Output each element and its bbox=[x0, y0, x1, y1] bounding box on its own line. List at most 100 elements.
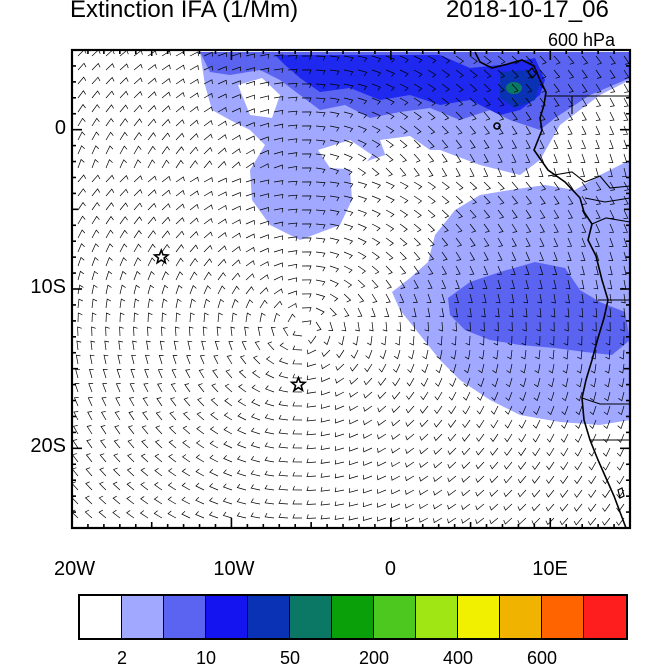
wind-barb bbox=[385, 153, 394, 163]
wind-barb bbox=[250, 470, 261, 477]
wind-barb bbox=[238, 369, 247, 379]
wind-barb bbox=[245, 108, 255, 114]
wind-barb bbox=[89, 354, 95, 365]
wind-barb bbox=[550, 307, 556, 318]
wind-barb bbox=[278, 372, 289, 379]
wind-barb bbox=[77, 174, 87, 183]
wind-barb bbox=[147, 271, 155, 281]
wind-barb bbox=[315, 97, 326, 103]
plot-datetime: 2018-10-17_06 bbox=[446, 0, 609, 23]
wind-barb bbox=[88, 383, 94, 393]
wind-barb bbox=[72, 425, 79, 435]
wind-barb bbox=[385, 111, 395, 120]
wind-barb bbox=[545, 503, 555, 512]
wind-barb bbox=[133, 131, 142, 141]
wind-barb bbox=[469, 195, 478, 205]
wind-barbs bbox=[72, 50, 630, 526]
wind-barb bbox=[77, 117, 86, 127]
wind-barb bbox=[455, 279, 460, 289]
wind-barb bbox=[581, 139, 587, 149]
wind-barb bbox=[581, 223, 587, 233]
wind-barb bbox=[105, 90, 115, 99]
wind-barb bbox=[139, 510, 149, 519]
wind-barb bbox=[259, 163, 269, 169]
island bbox=[493, 122, 501, 130]
wind-barb bbox=[225, 369, 233, 379]
wind-barb bbox=[536, 307, 542, 318]
wind-barb bbox=[77, 201, 86, 211]
wind-barb bbox=[606, 321, 611, 332]
wind-barb bbox=[133, 312, 139, 323]
wind-barb bbox=[391, 405, 401, 414]
wind-barb bbox=[539, 181, 547, 191]
wind-barb bbox=[577, 349, 583, 360]
wind-barb bbox=[259, 234, 269, 240]
wind-barb bbox=[77, 298, 83, 309]
wind-barb bbox=[466, 321, 471, 332]
wind-barb bbox=[567, 83, 574, 93]
wind-barb bbox=[315, 237, 326, 243]
wind-barb bbox=[315, 195, 326, 201]
wind-barb bbox=[371, 83, 381, 91]
wind-barb bbox=[265, 356, 275, 365]
wind-barb bbox=[87, 397, 93, 407]
wind-barb bbox=[183, 397, 191, 407]
wind-barb bbox=[511, 181, 519, 191]
wind-barb bbox=[189, 271, 198, 281]
wind-barb bbox=[189, 312, 195, 323]
wind-barb bbox=[594, 265, 599, 276]
wind-barb bbox=[560, 461, 569, 471]
wind-barb bbox=[203, 271, 212, 281]
wind-barb bbox=[385, 279, 392, 289]
wind-barb bbox=[251, 384, 261, 393]
wind-barb bbox=[77, 103, 86, 113]
wind-barb bbox=[405, 461, 415, 468]
wind-barb bbox=[391, 391, 401, 400]
wind-barb bbox=[435, 363, 443, 374]
wind-barb bbox=[449, 363, 457, 374]
wind-barb bbox=[203, 218, 213, 225]
wind-barb bbox=[329, 97, 340, 104]
wind-barb bbox=[259, 287, 269, 295]
wind-barb bbox=[175, 257, 184, 267]
plume-hole-a bbox=[238, 78, 280, 118]
wind-barb bbox=[605, 349, 611, 360]
wind-barb bbox=[175, 189, 185, 197]
wind-barb bbox=[507, 335, 513, 346]
wind-barb bbox=[273, 288, 283, 295]
wind-barb bbox=[433, 475, 443, 482]
wind-barb bbox=[511, 195, 519, 205]
wind-barb bbox=[385, 125, 395, 134]
wind-barb bbox=[231, 66, 241, 72]
wind-barb bbox=[533, 405, 541, 415]
wind-barb bbox=[119, 145, 128, 155]
wind-barb bbox=[77, 243, 85, 253]
wind-barb bbox=[301, 279, 312, 285]
wind-barb bbox=[128, 411, 135, 421]
wind-barb bbox=[475, 503, 485, 511]
wind-barb bbox=[561, 419, 569, 429]
wind-barb bbox=[436, 349, 443, 360]
wind-barb bbox=[511, 69, 519, 79]
wind-barb bbox=[427, 125, 436, 135]
colorbar-cell bbox=[374, 596, 416, 638]
wind-barb bbox=[620, 321, 625, 332]
wind-barb bbox=[505, 377, 513, 388]
wind-barb bbox=[441, 55, 451, 64]
wind-barb bbox=[259, 220, 269, 226]
wind-barb bbox=[595, 209, 601, 219]
wind-barb bbox=[441, 279, 447, 289]
wind-barb bbox=[119, 174, 129, 183]
wind-barb bbox=[441, 251, 448, 261]
wind-barb bbox=[338, 335, 345, 346]
wind-barb bbox=[525, 195, 532, 205]
wind-barb bbox=[237, 441, 247, 449]
wind-barb bbox=[532, 461, 541, 471]
wind-barb bbox=[363, 391, 373, 399]
wind-barb bbox=[245, 233, 255, 239]
wind-barb bbox=[588, 489, 597, 499]
wind-barb bbox=[475, 475, 485, 483]
wind-barb bbox=[536, 321, 541, 332]
plot-title: Extinction IFA (1/Mm) bbox=[70, 0, 299, 23]
wind-barb bbox=[595, 181, 602, 191]
